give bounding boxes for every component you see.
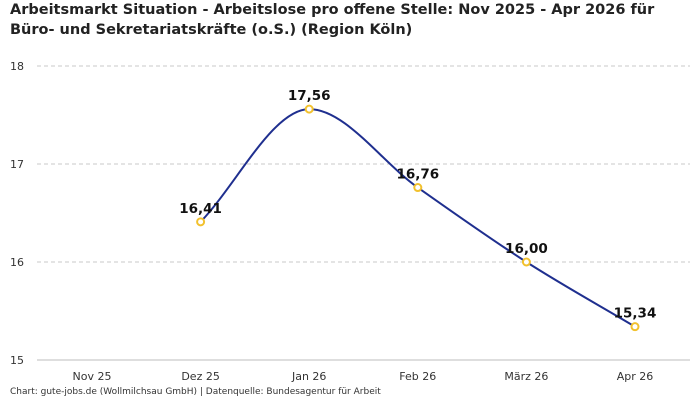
x-tick-label: Dez 25 (181, 370, 220, 383)
x-tick-label: Apr 26 (617, 370, 654, 383)
series-layer (199, 108, 636, 328)
data-labels-layer: 16,41 17,56 16,76 16,00 15,34 (179, 88, 656, 322)
x-axis: Nov 25 Dez 25 Jan 26 Feb 26 März 26 Apr 26 (73, 370, 654, 383)
x-tick-label: Nov 25 (73, 370, 112, 383)
data-label: 17,56 (288, 88, 331, 104)
data-label: 15,34 (614, 306, 657, 322)
y-tick-label: 15 (10, 354, 24, 367)
series-line (199, 108, 636, 328)
x-tick-label: Feb 26 (399, 370, 436, 383)
x-tick-label: Jan 26 (291, 370, 326, 383)
data-point (630, 322, 640, 332)
data-label: 16,76 (396, 167, 439, 183)
y-tick-label: 18 (10, 60, 24, 73)
data-label: 16,00 (505, 241, 548, 257)
points-layer (196, 104, 640, 332)
data-point (521, 257, 531, 267)
data-point (413, 183, 423, 193)
grid-layer (37, 65, 690, 361)
y-tick-label: 17 (10, 158, 24, 171)
source-note: Chart: gute-jobs.de (Wollmilchsau GmbH) … (10, 387, 381, 397)
y-axis: 15 16 17 18 (10, 60, 24, 367)
x-tick-label: März 26 (504, 370, 548, 383)
chart-title: Arbeitsmarkt Situation - Arbeitslose pro… (10, 2, 655, 38)
data-label: 16,41 (179, 201, 222, 217)
y-tick-label: 16 (10, 256, 24, 269)
data-point (196, 217, 206, 227)
data-point (304, 104, 314, 114)
